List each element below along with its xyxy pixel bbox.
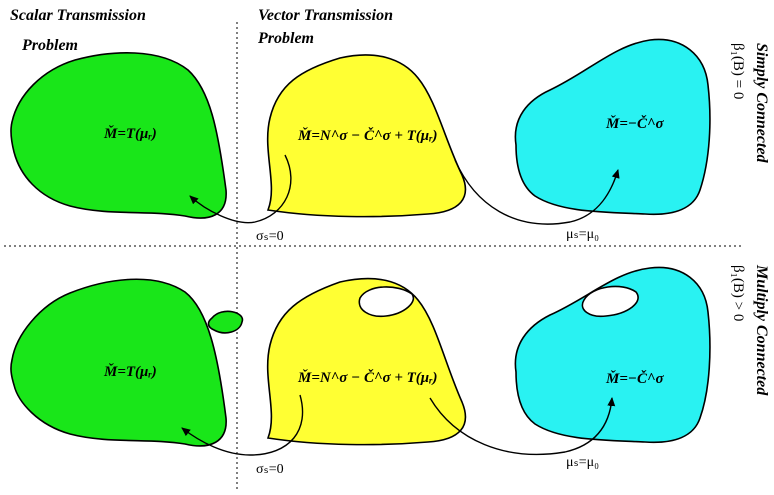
cyan-region-bottom (514, 266, 711, 444)
yellow-region-top (266, 54, 467, 218)
scalar-equation-bottom: M̌=T(μᵣ) (103, 363, 157, 380)
mu-label-bottom: μₛ=μ₀ (566, 455, 599, 470)
cyan-region-top (514, 38, 711, 216)
simply-connected-condition: β₁(B) = 0 (730, 43, 746, 99)
cyan-equation-top: M̌=−Č^σ (605, 115, 665, 132)
sigma-label-bottom: σₛ=0 (256, 462, 284, 477)
simply-connected-label: Simply Connected (753, 43, 770, 164)
mu-arrow-bottom (429, 397, 616, 456)
cyan-equation-bottom: M̌=−Č^σ (605, 370, 665, 387)
scalar-header-line1: Scalar Transmission (10, 7, 146, 24)
scalar-header-line2: Problem (21, 37, 78, 54)
green-region-top (10, 52, 227, 219)
vector-header-line2: Problem (257, 30, 314, 47)
vector-header-line1: Vector Transmission (258, 7, 393, 24)
sigma-arrow-top (189, 154, 292, 224)
vector-equation-bottom: M̌=N^σ − Č^σ + T(μᵣ) (297, 369, 437, 386)
mu-arrow-top (454, 159, 620, 225)
scalar-equation-top: M̌=T(μᵣ) (103, 125, 157, 142)
sigma-arrow-bottom (181, 394, 304, 456)
green-region-bottom (10, 278, 244, 447)
vector-equation-top: M̌=N^σ − Č^σ + T(μᵣ) (297, 127, 437, 144)
yellow-region-bottom (266, 277, 467, 446)
multiply-connected-condition: β₁(B) > 0 (730, 265, 746, 321)
mu-label-top: μₛ=μ₀ (566, 227, 599, 242)
sigma-label-top: σₛ=0 (256, 229, 284, 244)
multiply-connected-label: Multiply Connected (753, 264, 770, 396)
